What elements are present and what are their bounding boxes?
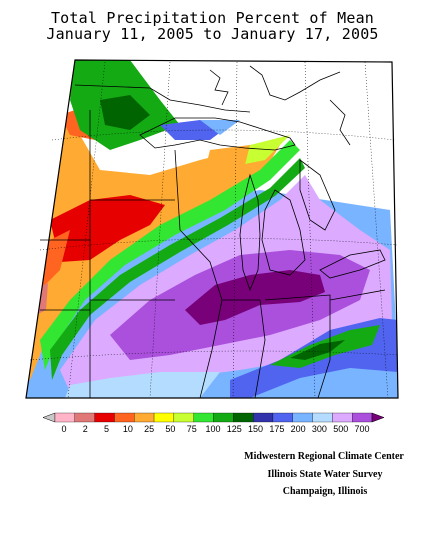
legend-swatch — [233, 412, 254, 423]
legend-swatch — [352, 412, 373, 423]
legend-label: 300 — [311, 424, 327, 434]
legend-swatch — [252, 412, 274, 423]
legend-swatch — [312, 412, 333, 423]
legend-arrow-high — [371, 412, 385, 423]
field-150-175-north — [100, 95, 150, 130]
credit-line-3: Champaign, Illinois — [282, 486, 368, 497]
credit-line-2: Illinois State Water Survey — [267, 469, 383, 480]
field-300-500-sw — [65, 372, 220, 398]
map-title-line-2: January 11, 2005 to January 17, 2005 — [46, 25, 379, 43]
legend-swatch — [193, 412, 214, 423]
legend-label: 700 — [354, 424, 370, 434]
legend-swatch — [134, 412, 155, 423]
field-200-300-se — [250, 368, 398, 398]
legend-labels: 0 2 5 10 25 50 75 100 125 150 175 200 300 500 700 — [0, 424, 425, 438]
legend-label: 10 — [122, 424, 133, 434]
field-100-125-band — [40, 140, 300, 370]
legend-swatch — [94, 412, 115, 423]
legend-arrow-low — [42, 412, 56, 423]
credit-line-1: Midwestern Regional Climate Center — [244, 451, 404, 462]
legend-label: 50 — [165, 424, 176, 434]
legend-label: 5 — [104, 424, 110, 434]
field-10-25-west — [50, 195, 165, 262]
legend-swatch — [114, 412, 135, 423]
legend-label: 25 — [144, 424, 155, 434]
legend-color-bar — [42, 412, 385, 423]
legend-swatch — [272, 412, 293, 423]
legend-swatch — [173, 412, 194, 423]
field-125-150-band — [50, 158, 305, 380]
legend-label: 100 — [205, 424, 221, 434]
field-25-50-ne — [205, 145, 250, 175]
legend-label: 175 — [269, 424, 285, 434]
field-300-500-north — [200, 120, 240, 135]
boundaries — [40, 65, 386, 399]
legend-swatch — [54, 412, 75, 423]
legend-label: 0 — [61, 424, 67, 434]
legend-label: 125 — [226, 424, 242, 434]
legend-swatch — [213, 412, 234, 423]
field-150-175-se — [290, 340, 345, 360]
legend-label: 200 — [290, 424, 306, 434]
legend-swatch — [74, 412, 95, 423]
legend-label: 150 — [248, 424, 264, 434]
legend-label: 500 — [333, 424, 349, 434]
legend-label: 2 — [82, 424, 88, 434]
legend-swatch — [292, 412, 313, 423]
legend-swatch — [153, 412, 175, 423]
graticule — [29, 61, 399, 399]
map-frame — [25, 59, 399, 399]
precipitation-fields — [26, 60, 398, 398]
map-title-line-1: Total Precipitation Percent of Mean — [50, 9, 375, 27]
legend-label: 75 — [186, 424, 197, 434]
legend-swatch — [332, 412, 353, 423]
